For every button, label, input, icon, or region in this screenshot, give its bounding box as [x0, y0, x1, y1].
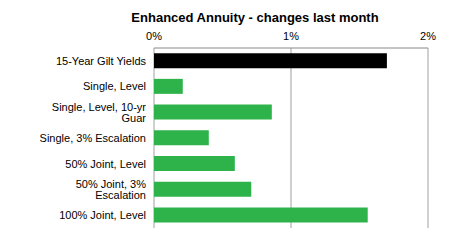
- svg-text:Single, Level: Single, Level: [83, 80, 146, 92]
- svg-text:2%: 2%: [420, 30, 436, 42]
- svg-text:100% Joint, Level: 100% Joint, Level: [59, 209, 146, 221]
- svg-text:Single, Level, 10-yrGuar: Single, Level, 10-yrGuar: [52, 101, 146, 124]
- svg-text:0%: 0%: [146, 30, 162, 42]
- svg-text:15-Year Gilt Yields: 15-Year Gilt Yields: [56, 55, 147, 67]
- svg-text:Single, 3% Escalation: Single, 3% Escalation: [40, 132, 146, 144]
- svg-text:50% Joint, 3%Escalation: 50% Joint, 3%Escalation: [76, 178, 147, 201]
- svg-text:50% Joint, Level: 50% Joint, Level: [65, 158, 146, 170]
- svg-text:1%: 1%: [283, 30, 299, 42]
- html-text:Enhanced Annuity - changes las: Enhanced Annuity - changes last month: [131, 10, 379, 25]
